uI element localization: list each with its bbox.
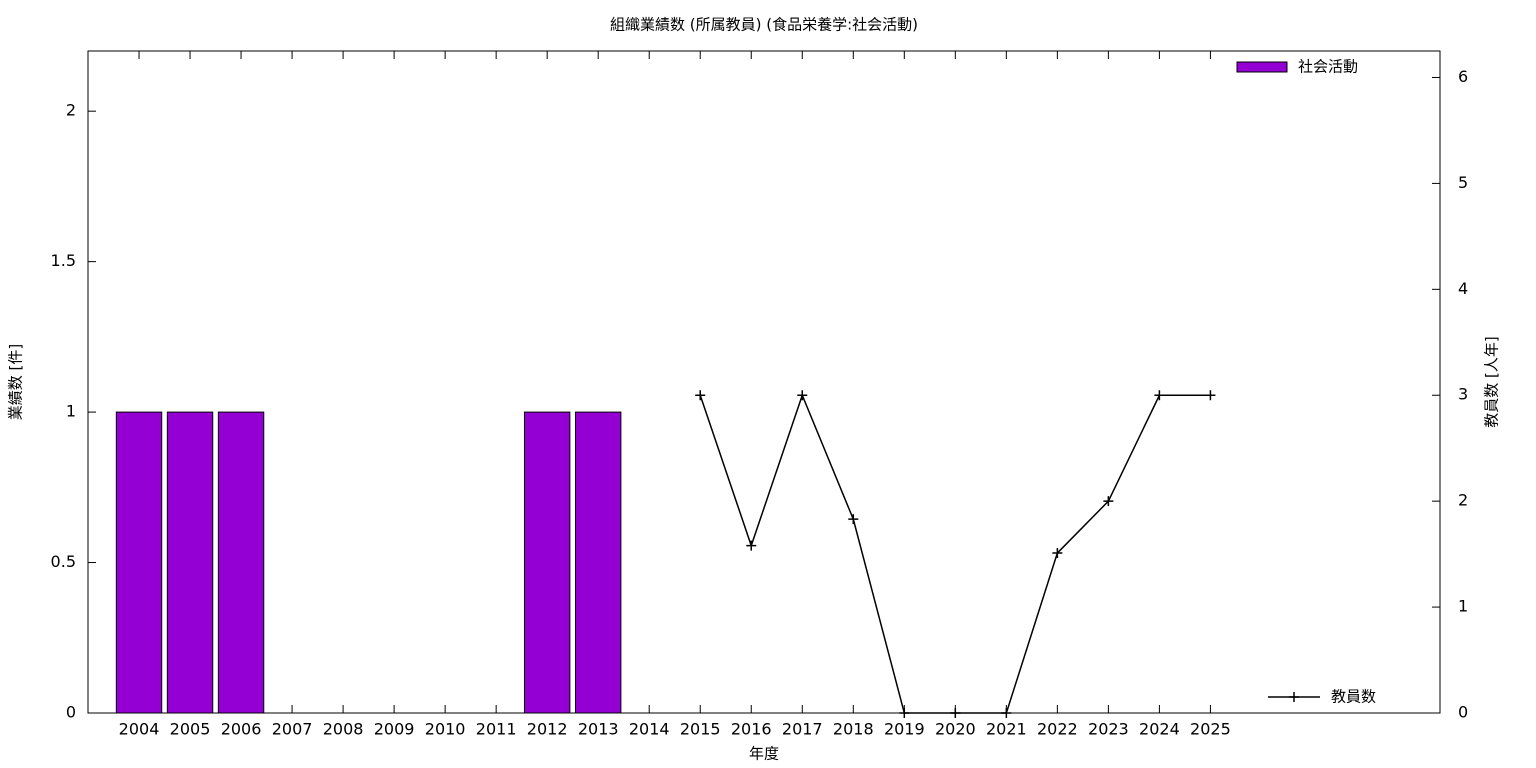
bar <box>574 411 622 714</box>
y-tick-label: 0 <box>66 703 76 722</box>
x-tick-label: 2024 <box>1139 720 1180 739</box>
bar <box>166 411 214 714</box>
plot-frame <box>87 50 1441 714</box>
chart-title: 組織業績数 (所属教員) (食品栄養学:社会活動) <box>610 16 918 34</box>
y-tick-label: 1.5 <box>51 251 76 270</box>
x-tick-label: 2023 <box>1088 720 1129 739</box>
point <box>1001 708 1012 718</box>
y2-tick-label: 6 <box>1458 67 1468 86</box>
x-tick-label: 2016 <box>731 720 772 739</box>
y-tick-label: 0.5 <box>51 552 76 571</box>
legend-swatch <box>1289 692 1299 702</box>
x-tick-label: 2019 <box>884 720 925 739</box>
legend-label: 社会活動 <box>1298 58 1358 76</box>
y-tick-label: 1 <box>66 402 76 421</box>
x-tick-label: 2018 <box>833 720 874 739</box>
x-tick-label: 2015 <box>680 720 721 739</box>
point <box>899 708 910 718</box>
point <box>797 390 808 401</box>
x-tick-label: 2011 <box>476 720 517 739</box>
bar <box>115 411 163 714</box>
x-tick-label: 2014 <box>629 720 670 739</box>
x-tick-label: 2013 <box>578 720 619 739</box>
x-tick-label: 2012 <box>527 720 568 739</box>
y2-tick-label: 0 <box>1458 703 1468 722</box>
y2-axis-label: 教員数 [人年] <box>1483 336 1501 427</box>
legend-label: 教員数 <box>1331 688 1376 706</box>
bar <box>523 411 571 714</box>
line <box>699 393 1211 714</box>
x-tick-label: 2022 <box>1037 720 1078 739</box>
point <box>848 514 859 525</box>
x-axis-label: 年度 <box>749 745 779 763</box>
point <box>1052 548 1063 559</box>
x-tick-label: 2025 <box>1190 720 1231 739</box>
y2-tick-label: 1 <box>1458 597 1468 616</box>
x-tick-label: 2007 <box>272 720 313 739</box>
point <box>695 390 706 401</box>
y-tick-label: 2 <box>66 101 76 120</box>
y2-tick-label: 5 <box>1458 173 1468 192</box>
legend-swatch <box>1236 61 1288 73</box>
point <box>746 540 757 551</box>
x-tick-label: 2010 <box>425 720 466 739</box>
point <box>1154 390 1165 401</box>
y2-tick-label: 4 <box>1458 279 1468 298</box>
x-tick-label: 2004 <box>119 720 160 739</box>
point <box>1103 496 1114 507</box>
y2-tick-label: 2 <box>1458 491 1468 510</box>
x-tick-label: 2021 <box>986 720 1027 739</box>
x-tick-label: 2017 <box>782 720 823 739</box>
x-tick-label: 2020 <box>935 720 976 739</box>
y-axis-label: 業績数 [件] <box>7 344 25 420</box>
x-tick-label: 2005 <box>170 720 211 739</box>
x-tick-label: 2006 <box>221 720 262 739</box>
x-tick-label: 2008 <box>323 720 364 739</box>
bar <box>217 411 265 714</box>
x-tick-label: 2009 <box>374 720 415 739</box>
y2-tick-label: 3 <box>1458 385 1468 404</box>
point <box>950 708 961 718</box>
point <box>1205 390 1216 401</box>
